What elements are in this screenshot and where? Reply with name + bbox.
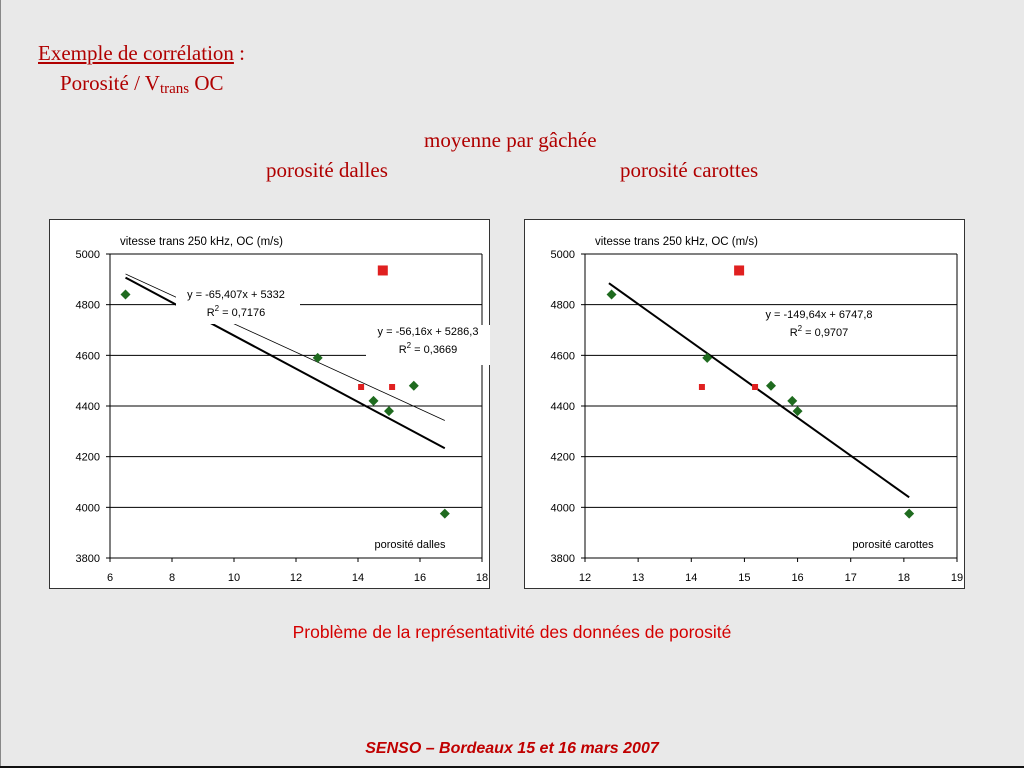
data-point-diamond (120, 289, 131, 300)
regression-r-squared: R2 = 0,3669 (399, 341, 458, 356)
title-colon: : (233, 41, 246, 65)
regression-annotation-bg (366, 325, 490, 365)
title-line2: Porosité / Vtrans OC (38, 68, 245, 101)
trendline (608, 282, 910, 499)
x-tick-label: 16 (414, 572, 426, 584)
x-tick-label: 14 (685, 572, 697, 584)
chart-title-bg (593, 230, 789, 252)
y-tick-label: 4800 (551, 300, 575, 312)
data-point-diamond (312, 352, 323, 363)
title-line2-subscript: trans (159, 81, 190, 97)
regression-r-squared: R2 = 0,7176 (207, 304, 266, 319)
x-axis-label: porosité dalles (375, 539, 446, 551)
x-axis-label: porosité carottes (852, 539, 934, 551)
regression-annotation-bg (176, 288, 300, 324)
x-tick-label: 19 (951, 572, 963, 584)
footer-text: SENSO – Bordeaux 15 et 16 mars 2007 (365, 740, 659, 757)
title-line2-prefix: Porosité / V (60, 71, 160, 95)
y-tick-label: 3800 (551, 553, 575, 565)
subtitle-left: porosité dalles (266, 158, 388, 182)
data-point-diamond (439, 508, 450, 519)
y-tick-label: 4800 (76, 300, 100, 312)
subtitle-right: porosité carottes (620, 158, 759, 182)
chart-title: vitesse trans 250 kHz, OC (m/s) (595, 236, 758, 248)
x-tick-label: 6 (107, 572, 113, 584)
y-tick-label: 5000 (76, 249, 100, 261)
data-point-diamond (408, 380, 419, 391)
y-tick-label: 4600 (551, 350, 575, 362)
subtitle-center: moyenne par gâchée (424, 128, 597, 152)
x-axis-label-bg (845, 535, 941, 553)
footer-rule (0, 766, 1024, 768)
x-tick-label: 15 (738, 572, 750, 584)
x-tick-label: 14 (352, 572, 364, 584)
problem-statement: Problème de la représentativité des donn… (292, 622, 732, 642)
data-point-diamond (702, 352, 713, 363)
title-line2-suffix: OC (189, 71, 224, 95)
chart-porosite-dalles: 3800 4000 4200 4400 4600 4800 5000 6 8 10 12 14 16 18… (49, 219, 490, 589)
regression-equation: y = -65,407x + 5332 (187, 289, 285, 301)
data-point-square (389, 384, 396, 390)
x-axis-label-bg (362, 535, 458, 553)
data-point-square (752, 384, 759, 390)
data-point-diamond (792, 406, 803, 417)
data-point-diamond (766, 380, 776, 391)
data-point-square (358, 384, 365, 390)
chart-title: vitesse trans 250 kHz, OC (m/s) (120, 236, 283, 248)
data-point-square-large (734, 265, 745, 276)
y-tick-label: 4200 (551, 452, 575, 464)
data-point-diamond (606, 289, 617, 300)
regression-r-squared: R2 = 0,9707 (790, 324, 849, 339)
chart-title-bg (118, 230, 314, 252)
y-tick-label: 4000 (551, 502, 575, 514)
y-tick-label: 4400 (76, 401, 100, 413)
x-tick-label: 18 (898, 572, 910, 584)
y-tick-label: 5000 (551, 249, 575, 261)
y-tick-label: 4200 (76, 452, 100, 464)
x-tick-label: 13 (632, 572, 644, 584)
chart-svg-dalles: 3800 4000 4200 4400 4600 4800 5000 6 8 10 12 14 16 18… (76, 230, 490, 584)
x-tick-label: 10 (228, 572, 240, 584)
x-tick-label: 12 (579, 572, 591, 584)
chart-porosite-carottes: 3800 4000 4200 4400 4600 4800 5000 12 13 14 15 16 17… (524, 219, 965, 589)
x-tick-label: 8 (169, 572, 175, 584)
title-label: Exemple de corrélation (38, 41, 234, 65)
y-tick-label: 4600 (76, 350, 100, 362)
data-point-diamond (787, 395, 798, 406)
y-tick-label: 4400 (551, 401, 575, 413)
chart-svg-carottes: 3800 4000 4200 4400 4600 4800 5000 12 13 14 15 16 17… (551, 230, 963, 584)
data-point-square (698, 384, 705, 390)
y-tick-label: 3800 (76, 553, 100, 565)
slide-left-border (0, 0, 1, 768)
x-tick-label: 16 (791, 572, 803, 584)
data-point-diamond (384, 406, 394, 417)
data-point-diamond (368, 395, 379, 406)
data-point-diamond (904, 508, 915, 519)
regression-equation: y = -56,16x + 5286,3 (378, 326, 479, 338)
y-tick-label: 4000 (76, 502, 100, 514)
x-tick-label: 12 (290, 572, 302, 584)
regression-annotation-bg (751, 308, 887, 348)
slide-title: Exemple de corrélation : Porosité / Vtra… (38, 38, 245, 101)
x-tick-label: 18 (476, 572, 488, 584)
x-tick-label: 17 (845, 572, 857, 584)
regression-equation: y = -149,64x + 6747,8 (765, 309, 872, 321)
data-point-square-large (377, 265, 388, 276)
